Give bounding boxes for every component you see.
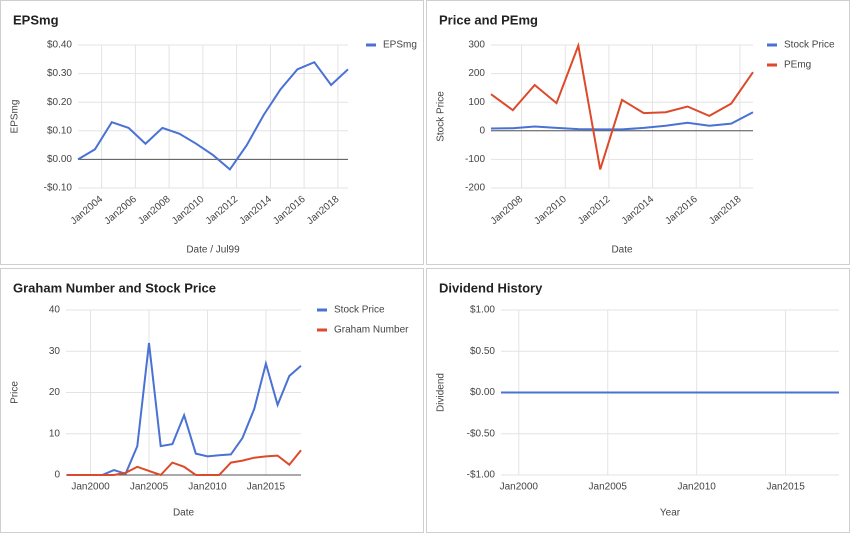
y-tick-label: $0.30: [47, 68, 72, 79]
series-line: [67, 449, 302, 477]
x-tick-label: Jan2015: [766, 482, 805, 493]
x-tick-label: Jan2005: [130, 482, 169, 493]
y-tick-label: 200: [468, 68, 485, 79]
x-tick-label: Jan2016: [663, 194, 700, 227]
y-tick-label: $0.10: [47, 125, 72, 136]
x-axis-title: Year: [660, 508, 681, 519]
chart: Dividend History -$1.00 -$0.50 $0.00 $0.50 $1…: [436, 280, 839, 519]
legend-label: EPSmg: [383, 40, 417, 51]
chart-title: Graham Number and Stock Price: [13, 280, 216, 295]
y-axis-title: Price: [10, 381, 21, 404]
x-axis-title: Date: [611, 245, 633, 256]
y-tick-label: -$1.00: [467, 470, 496, 481]
x-tick-label: Jan2010: [677, 482, 716, 493]
panel: Graham Number and Stock Price 0 10 20 30 40 Ja…: [0, 268, 424, 533]
y-tick-label: -100: [465, 154, 485, 165]
x-axis-title: Date: [173, 508, 195, 519]
panel: Price and PEmg -200 -100 0 100 200 300 Jan2008 J…: [426, 0, 850, 265]
x-tick-label: Jan2010: [170, 194, 207, 227]
y-tick-label: 20: [49, 387, 61, 398]
y-tick-label: 10: [49, 428, 61, 439]
x-tick-label: Jan2012: [576, 194, 613, 227]
chart: EPSmg -$0.10 $0.00 $0.10 $0.20 $0.30 $0.40 Jan2…: [10, 12, 417, 256]
chart-title: Dividend History: [439, 280, 543, 295]
y-tick-label: $1.00: [470, 305, 495, 316]
x-tick-label: Jan2000: [71, 482, 110, 493]
x-tick-label: Jan2015: [247, 482, 286, 493]
legend-label: Stock Price: [334, 305, 385, 316]
y-tick-label: $0.20: [47, 97, 72, 108]
y-tick-label: 0: [54, 470, 60, 481]
y-tick-label: 40: [49, 305, 61, 316]
y-axis-title: Dividend: [436, 373, 447, 412]
series-line: [490, 41, 754, 170]
x-tick-label: Jan2005: [589, 482, 628, 493]
chart-title: EPSmg: [13, 12, 59, 27]
y-tick-label: $0.00: [470, 387, 495, 398]
y-tick-label: $0.00: [47, 154, 72, 165]
y-tick-label: -$0.10: [44, 183, 73, 194]
y-tick-label: -200: [465, 183, 485, 194]
legend-label: Stock Price: [784, 40, 835, 51]
panel: Dividend History -$1.00 -$0.50 $0.00 $0.50 $1…: [426, 268, 850, 533]
x-tick-label: Jan2008: [489, 194, 526, 227]
chart: Graham Number and Stock Price 0 10 20 30 40 Ja…: [10, 280, 409, 519]
y-axis-title: EPSmg: [10, 100, 21, 134]
x-tick-label: Jan2016: [271, 194, 308, 227]
x-tick-label: Jan2010: [188, 482, 227, 493]
x-tick-label: Jan2014: [620, 194, 657, 227]
y-tick-label: 30: [49, 346, 61, 357]
y-tick-label: -$0.50: [467, 428, 496, 439]
x-tick-label: Jan2018: [707, 194, 744, 227]
series-line: [490, 111, 754, 131]
y-axis-title: Stock Price: [436, 91, 447, 142]
x-tick-label: Jan2006: [103, 194, 140, 227]
x-tick-label: Jan2008: [136, 194, 173, 227]
legend-label: PEmg: [784, 60, 811, 71]
x-tick-label: Jan2010: [532, 194, 569, 227]
x-tick-label: Jan2014: [238, 194, 275, 227]
x-tick-label: Jan2018: [305, 194, 342, 227]
y-tick-label: $0.40: [47, 40, 72, 51]
x-tick-label: Jan2004: [69, 194, 106, 227]
x-axis-title: Date / Jul99: [186, 245, 240, 256]
series-line: [77, 60, 349, 171]
x-tick-label: Jan2012: [204, 194, 241, 227]
y-tick-label: 0: [479, 125, 485, 136]
y-tick-label: 300: [468, 40, 485, 51]
chart-title: Price and PEmg: [439, 12, 538, 27]
panel: EPSmg -$0.10 $0.00 $0.10 $0.20 $0.30 $0.40 Jan2…: [0, 0, 424, 265]
y-tick-label: 100: [468, 97, 485, 108]
x-tick-label: Jan2000: [500, 482, 539, 493]
series-line: [67, 342, 302, 476]
legend-label: Graham Number: [334, 325, 409, 336]
y-tick-label: $0.50: [470, 346, 495, 357]
